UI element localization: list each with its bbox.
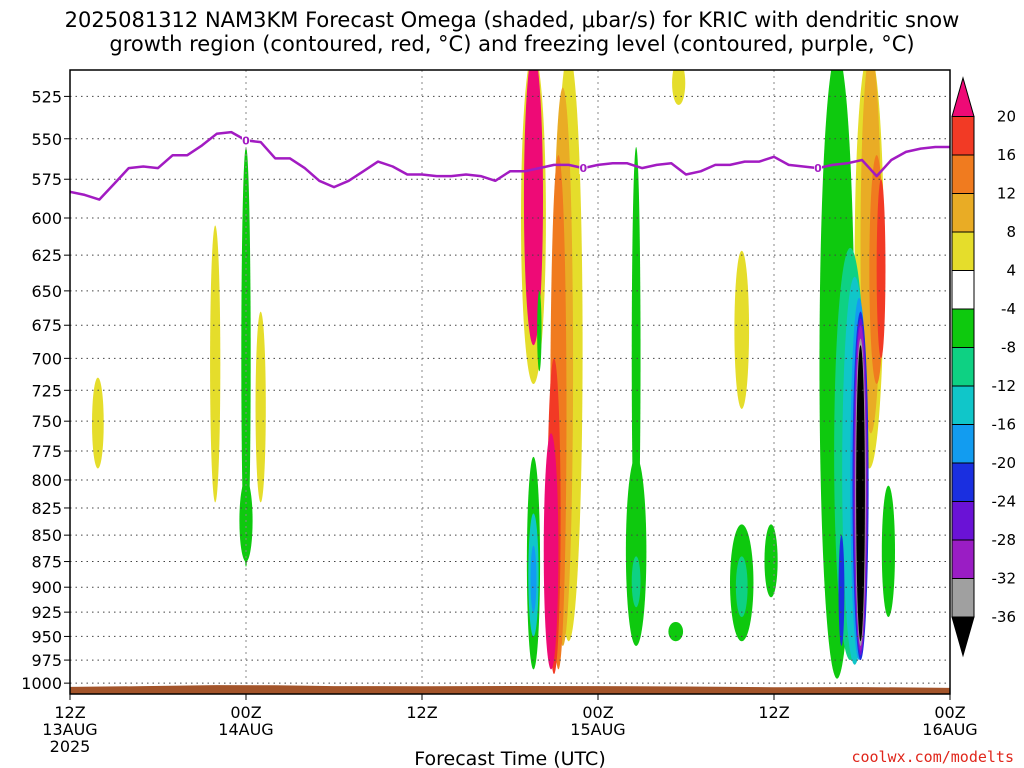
colorbar-label-5: -4 [1001,300,1016,318]
omega-region-38 [838,535,845,646]
y-tick-label-850: 850 [31,526,62,545]
colorbar-bin-14 [951,616,975,658]
y-tick-label-550: 550 [31,130,62,149]
omega-region-3 [241,146,251,567]
colorbar-label-3: 8 [1006,223,1016,241]
omega-region-19 [625,456,647,646]
x-tick-label-0-2: 13AUG [42,720,97,739]
colorbar-bin-11 [951,501,975,541]
omega-shading [92,70,896,679]
y-tick-label-950: 950 [31,627,62,646]
y-tick-label-750: 750 [31,412,62,431]
x-axis-label: Forecast Time (UTC) [414,748,605,768]
colorbar-bin-3 [951,193,975,233]
y-tick-label-575: 575 [31,170,62,189]
omega-region-29 [876,179,886,359]
colorbar-bin-5 [951,270,975,310]
omega-region-17 [537,290,542,372]
omega-region-20 [631,556,641,608]
credit-text: coolwx.com/modelts [851,748,1014,766]
colorbar-label-0: 20 [997,108,1016,126]
colorbar-bin-13 [951,578,975,618]
omega-region-16 [530,545,537,613]
colorbar-label-11: -28 [992,531,1017,549]
chart-title-line-1: 2025081312 NAM3KM Forecast Omega (shaded… [65,8,960,32]
colorbar-bin-8 [951,385,975,425]
colorbar-label-4: 4 [1006,262,1016,280]
y-tick-label-1000: 1000 [21,674,62,693]
y-tick-label-700: 700 [31,349,62,368]
colorbar-bin-1 [951,116,975,156]
colorbar-bin-2 [951,154,975,194]
y-tick-label-800: 800 [31,471,62,490]
y-tick-label-600: 600 [31,209,62,228]
y-tick-label-875: 875 [31,553,62,572]
colorbar-bin-7 [951,347,975,387]
x-tick-label-0-3: 2025 [50,737,91,756]
omega-region-37 [856,345,865,642]
colorbar-bin-9 [951,424,975,464]
y-tick-label-825: 825 [31,499,62,518]
colorbar-bin-4 [951,231,975,271]
gridlines [70,70,950,694]
x-tick-label-2-1: 12Z [406,703,437,722]
y-tick-label-925: 925 [31,603,62,622]
omega-region-24 [764,524,778,598]
omega-region-13 [543,433,559,670]
x-tick-label-1-2: 14AUG [218,720,273,739]
omega-region-1 [210,225,221,503]
omega-region-21 [668,621,684,642]
x-tick-label-4-1: 12Z [758,703,789,722]
colorbar-bin-10 [951,462,975,502]
colorbar-label-1: 16 [997,146,1016,164]
omega-region-6 [734,250,750,409]
freezing-level-contour: 0 0 0 [70,130,950,201]
y-tick-label-525: 525 [31,87,62,106]
x-tick-label-1-1: 00Z [230,703,261,722]
colorbar-label-8: -16 [992,416,1017,434]
y-tick-label-650: 650 [31,282,62,301]
plot-frame [69,69,951,695]
y-tick-label-775: 775 [31,442,62,461]
freezing-level-label-2: 0 [814,162,822,175]
colorbar-label-6: -8 [1001,339,1016,357]
y-tick-label-625: 625 [31,246,62,265]
pressure-axis: 525 550 575 600 625 650 675 700 725 750 775 800 825 8… [21,87,70,693]
colorbar-bin-6 [951,308,975,348]
freezing-label-bg-1 [579,161,588,175]
colorbar-label-13: -36 [992,608,1017,626]
omega-region-39 [881,485,896,618]
omega-region-0 [92,377,104,469]
y-tick-label-900: 900 [31,578,62,597]
ground-surface [70,685,950,694]
colorbar-label-12: -32 [992,570,1017,588]
colorbar-label-2: 12 [997,185,1016,203]
freezing-label-bg-2 [814,161,822,175]
freezing-level-line [70,130,950,201]
colorbar-label-7: -12 [992,377,1017,395]
chart-title-line-2: growth region (contoured, red, °C) and f… [109,32,914,56]
colorbar-label-10: -24 [992,493,1017,511]
omega-region-23 [735,556,748,618]
colorbar-bin-12 [951,539,975,579]
x-tick-label-5-2: 16AUG [922,720,977,739]
x-tick-label-3-2: 15AUG [570,720,625,739]
colorbar-label-9: -20 [992,454,1017,472]
x-tick-label-3-1: 00Z [582,703,613,722]
y-tick-label-725: 725 [31,381,62,400]
x-tick-label-5-1: 00Z [934,703,965,722]
x-tick-label-0-1: 12Z [54,703,85,722]
freezing-label-bg-0 [242,133,250,147]
freezing-level-label-0: 0 [242,134,250,147]
omega-region-2 [255,311,266,503]
ground-layer [70,685,950,694]
freezing-level-label-1: 0 [580,162,588,175]
colorbar: 20 16 12 8 4 -4 -8 -12 -16 -20 -24 -28 -32 -36 [951,76,1017,658]
y-tick-label-675: 675 [31,316,62,335]
y-tick-label-975: 975 [31,651,62,670]
